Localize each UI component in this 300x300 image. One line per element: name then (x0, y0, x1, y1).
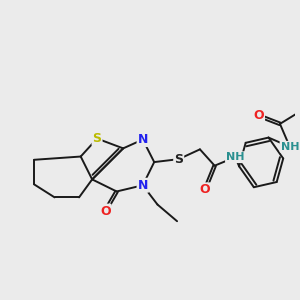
Text: S: S (92, 132, 101, 145)
Text: NH: NH (226, 152, 244, 162)
Text: NH: NH (280, 142, 299, 152)
Text: O: O (100, 205, 110, 218)
Text: O: O (254, 109, 264, 122)
Text: S: S (174, 153, 183, 166)
Text: N: N (138, 179, 148, 192)
Text: O: O (200, 183, 210, 196)
Text: N: N (138, 133, 148, 146)
